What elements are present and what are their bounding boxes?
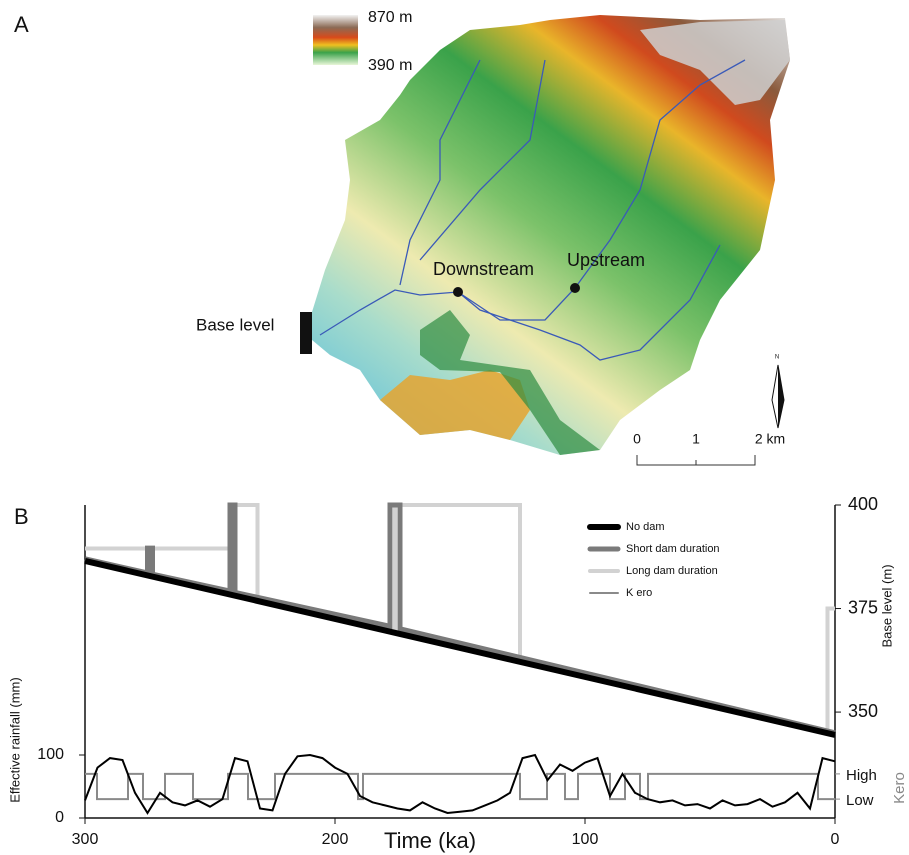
kero-axis-title: Kero bbox=[891, 772, 908, 804]
site-label: Downstream bbox=[433, 259, 534, 279]
x-tick-label: 200 bbox=[322, 831, 349, 848]
scale-label: 1 bbox=[692, 431, 700, 447]
legend-label: No dam bbox=[626, 521, 665, 533]
y-tick-label: 100 bbox=[37, 746, 64, 763]
x-tick-label: 300 bbox=[72, 831, 99, 848]
x-tick-label: 0 bbox=[831, 831, 840, 848]
north-arrow bbox=[778, 365, 784, 428]
page: A 870 m 390 m Base level Downstream Upst… bbox=[0, 0, 909, 855]
scale-bar bbox=[637, 455, 755, 465]
site-label: Upstream bbox=[567, 250, 645, 270]
scale-label: 2 km bbox=[755, 431, 785, 447]
colorbar-max: 870 m bbox=[368, 9, 412, 26]
site-point bbox=[453, 287, 463, 297]
series-line bbox=[85, 505, 835, 731]
y2-tick-label: 375 bbox=[848, 597, 878, 617]
panel-label: B bbox=[14, 504, 29, 529]
north-label: N bbox=[775, 355, 779, 361]
legend-label: K ero bbox=[626, 587, 652, 599]
legend-label: Long dam duration bbox=[626, 565, 718, 577]
site-point bbox=[570, 283, 580, 293]
elevation-colorbar bbox=[313, 15, 358, 65]
figure: A 870 m 390 m Base level Downstream Upst… bbox=[0, 0, 909, 855]
legend-label: Short dam duration bbox=[626, 543, 720, 555]
colorbar-min: 390 m bbox=[368, 57, 412, 74]
x-tick-label: 100 bbox=[572, 831, 599, 848]
series-line bbox=[85, 561, 835, 735]
series-line bbox=[85, 774, 835, 799]
y2-tick-label: 400 bbox=[848, 494, 878, 514]
kero-tick-label: Low bbox=[846, 792, 874, 809]
panel-label: A bbox=[14, 12, 29, 37]
x-axis-title: Time (ka) bbox=[384, 828, 476, 853]
kero-tick-label: High bbox=[846, 767, 877, 784]
y2-axis-title: Base level (m) bbox=[879, 564, 894, 647]
series-line bbox=[85, 755, 835, 813]
base-level-label: Base level bbox=[196, 315, 274, 334]
y-tick-label: 0 bbox=[55, 809, 64, 826]
series-line bbox=[85, 505, 835, 733]
base-level-marker bbox=[300, 312, 312, 354]
y-axis-title: Effective rainfall (mm) bbox=[7, 677, 22, 802]
scale-label: 0 bbox=[633, 431, 641, 447]
y2-tick-label: 350 bbox=[848, 701, 878, 721]
